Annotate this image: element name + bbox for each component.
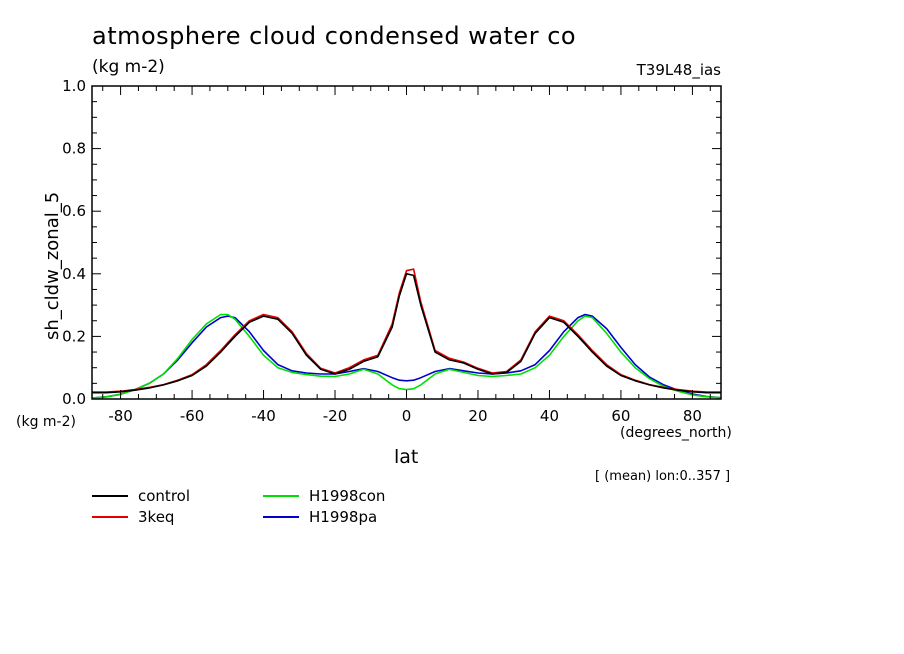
x-tick-label: -80 xyxy=(108,407,133,425)
legend-label-H1998pa: H1998pa xyxy=(309,508,377,526)
y-tick-label: 0.4 xyxy=(62,265,86,283)
y-axis-units: (kg m-2) xyxy=(16,414,76,430)
x-tick-label: 40 xyxy=(540,407,559,425)
x-tick-label: -20 xyxy=(323,407,348,425)
x-tick-label: 20 xyxy=(468,407,487,425)
y-tick-label: 0.6 xyxy=(62,202,86,220)
axis-ticks: -80 -60 -40 -20 0 20 40 60 80 0.0 0.2 0.4 0.6 0.8 1.0 xyxy=(62,77,721,425)
legend-label-control: control xyxy=(138,487,190,505)
series-line-control xyxy=(92,272,721,394)
x-tick-label: -40 xyxy=(251,407,276,425)
plot-frame xyxy=(91,85,722,400)
model-label: T39L48_ias xyxy=(636,61,721,79)
x-tick-label: 80 xyxy=(683,407,702,425)
y-tick-label: 0.0 xyxy=(62,390,86,408)
legend: control 3keq H1998con H1998pa xyxy=(92,487,385,526)
legend-label-H1998con: H1998con xyxy=(309,487,385,505)
y-tick-label: 1.0 xyxy=(62,77,86,95)
x-tick-label: 60 xyxy=(611,407,630,425)
y-tick-label: 0.2 xyxy=(62,327,86,345)
y-tick-label: 0.8 xyxy=(62,140,86,158)
x-axis-label: lat xyxy=(394,446,419,468)
x-axis-units: (degrees_north) xyxy=(620,425,732,441)
chart-units: (kg m-2) xyxy=(92,57,165,77)
plot-lines xyxy=(91,268,722,399)
series-line-3keq xyxy=(92,268,721,393)
series-line-H1998con xyxy=(91,313,722,399)
x-tick-label: -60 xyxy=(180,407,205,425)
mean-note: [ (mean) lon:0..357 ] xyxy=(595,469,731,484)
legend-label-3keq: 3keq xyxy=(138,508,174,526)
series-line-H1998pa xyxy=(91,313,722,399)
x-tick-label: 0 xyxy=(402,407,412,425)
chart-title: atmosphere cloud condensed water co xyxy=(92,22,577,50)
